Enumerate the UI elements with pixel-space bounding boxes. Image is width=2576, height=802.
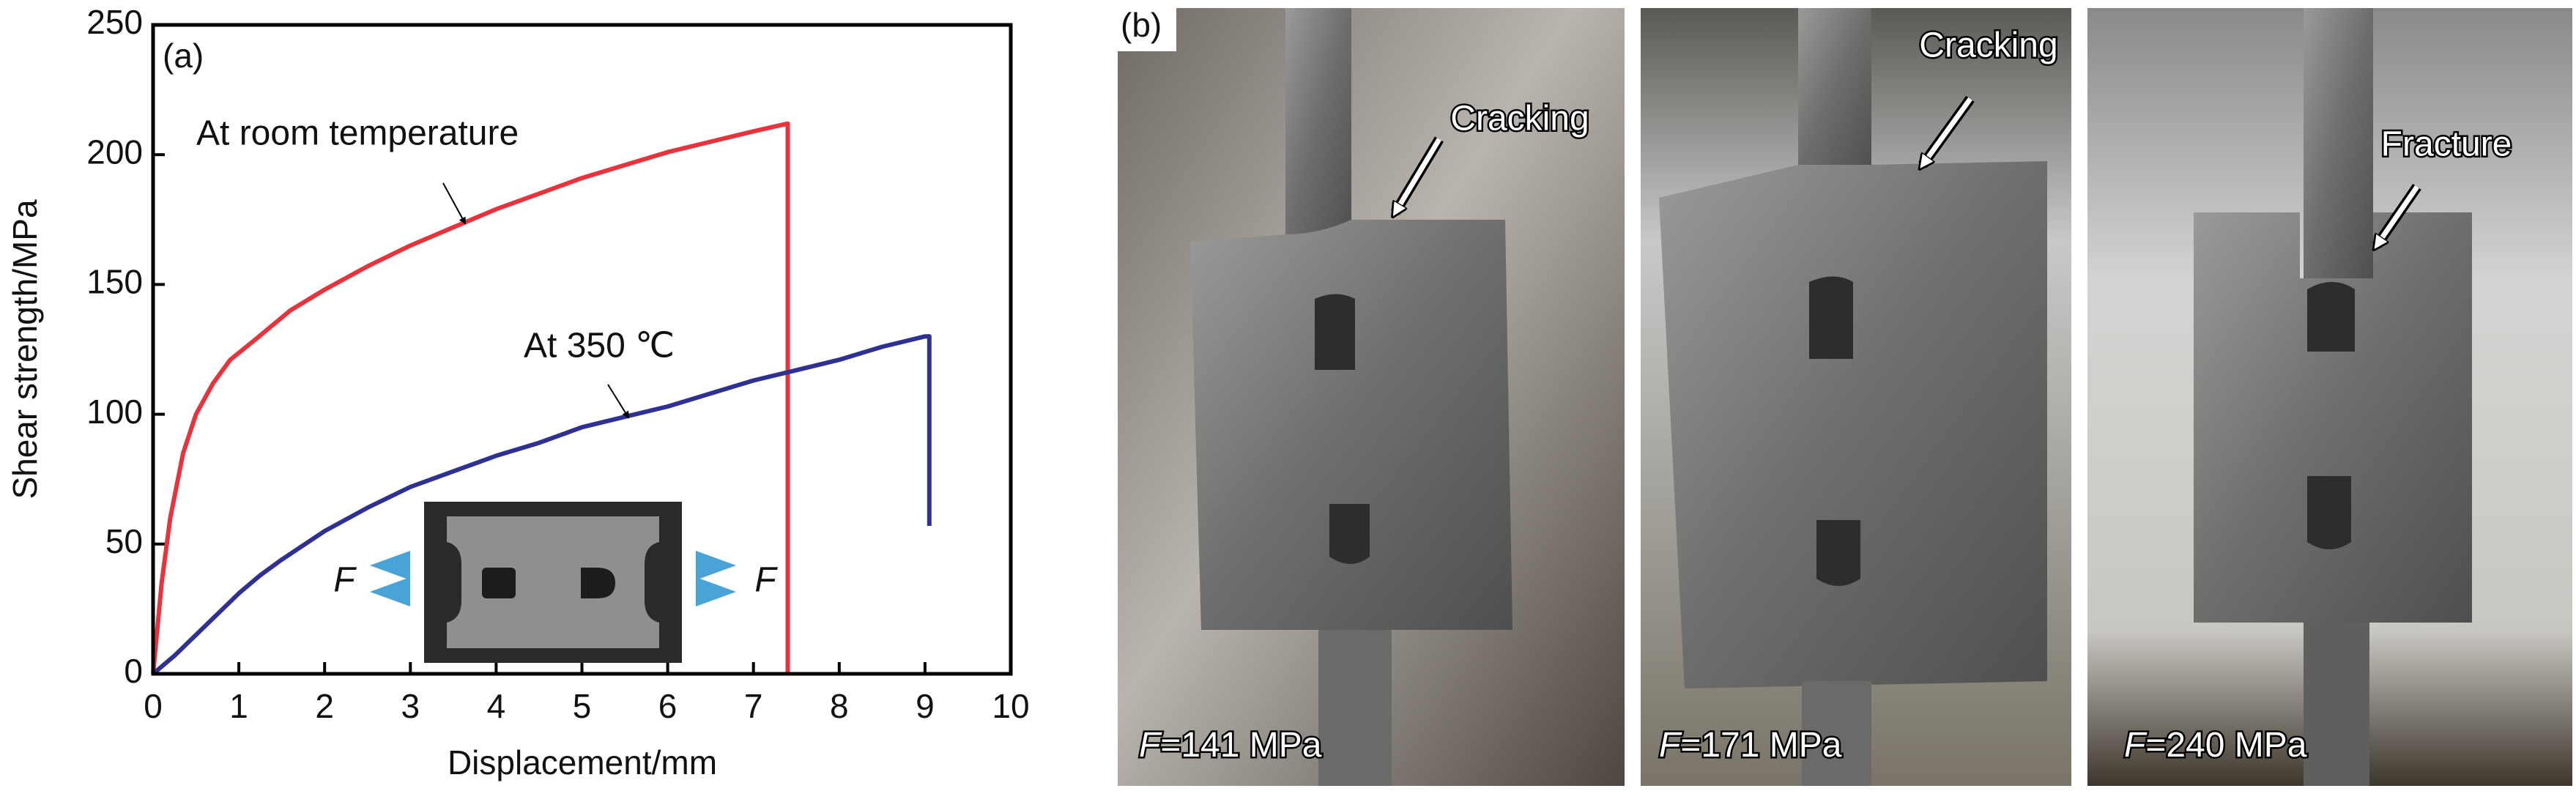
hole <box>1809 276 1853 359</box>
inset: F F <box>333 502 778 663</box>
hole <box>1816 520 1860 586</box>
inset-force-label: F <box>333 561 357 600</box>
photo-panel: Fracture F=240 MPa <box>2087 8 2572 786</box>
inset-force-arrow <box>696 551 736 606</box>
y-tick-label: 0 <box>124 652 143 690</box>
specimen <box>2304 8 2373 279</box>
x-axis-title: Displacement/mm <box>448 743 717 781</box>
plot-frame <box>151 23 1013 676</box>
specimen <box>1802 681 1871 786</box>
y-tick-label: 50 <box>105 522 143 560</box>
crack-arrow <box>1923 97 1972 165</box>
photo-panel: Cracking F=171 MPa <box>1641 8 2071 786</box>
annotation-arrow <box>442 182 466 225</box>
specimen <box>2194 212 2472 623</box>
specimen <box>1798 8 1871 169</box>
panel-label: (a) <box>163 37 204 75</box>
force-value: =141 MPa <box>1160 726 1321 765</box>
x-tick-label: 10 <box>992 687 1029 725</box>
x-tick-label: 1 <box>229 687 248 725</box>
x-tick-label: 9 <box>916 687 935 725</box>
inset-hole <box>581 568 615 598</box>
y-tick-label: 200 <box>86 133 143 171</box>
hole <box>2307 476 2351 549</box>
series-line <box>152 334 932 676</box>
photo-force: F=240 MPa <box>2124 726 2307 765</box>
fracture-arrow <box>2377 185 2419 245</box>
x-tick-label: 3 <box>401 687 420 725</box>
y-tick-label: 100 <box>86 393 143 431</box>
photo-panel: Cracking F=141 MPa <box>1118 8 1625 786</box>
photo-note: Fracture <box>2381 125 2512 164</box>
x-tick-label: 5 <box>573 687 592 725</box>
series-line <box>151 121 790 675</box>
y-tick-label: 250 <box>86 3 143 41</box>
inset-force-label: F <box>754 561 778 600</box>
specimen <box>1190 220 1512 630</box>
hole <box>1329 504 1370 564</box>
inset-specimen <box>447 516 659 648</box>
force-value: =240 MPa <box>2145 726 2306 765</box>
specimen <box>1659 161 2047 688</box>
photo-force: F=171 MPa <box>1659 726 1842 765</box>
y-tick-label: 150 <box>86 263 143 301</box>
x-tick-label: 7 <box>744 687 763 725</box>
x-tick-label: 2 <box>315 687 334 725</box>
specimen <box>2304 623 2369 786</box>
force-symbol: F <box>2124 726 2148 765</box>
series-label: At 350 ℃ <box>524 327 675 365</box>
panel-label: (b) <box>1121 6 1162 44</box>
annotation-arrow <box>607 384 630 419</box>
inset-hole <box>482 568 516 598</box>
force-value: =171 MPa <box>1680 726 1841 765</box>
x-tick-label: 0 <box>144 687 163 725</box>
hole <box>2307 282 2355 352</box>
force-symbol: F <box>1139 726 1162 765</box>
photo-note: Cracking <box>1919 26 2057 65</box>
x-tick-label: 4 <box>487 687 506 725</box>
specimen <box>1318 630 1392 786</box>
x-tick-label: 8 <box>830 687 849 725</box>
photo-force: F=141 MPa <box>1139 726 1322 765</box>
y-axis-title: Shear strength/MPa <box>6 199 44 500</box>
photo-note: Cracking <box>1450 100 1589 138</box>
crack-arrow <box>1395 138 1442 212</box>
inset-force-arrow <box>370 551 410 606</box>
specimen <box>1285 8 1351 242</box>
force-symbol: F <box>1659 726 1682 765</box>
hole <box>1315 294 1355 370</box>
x-tick-label: 6 <box>658 687 678 725</box>
series-label: At room temperature <box>196 114 519 153</box>
panel-label-bg <box>1118 6 1176 51</box>
